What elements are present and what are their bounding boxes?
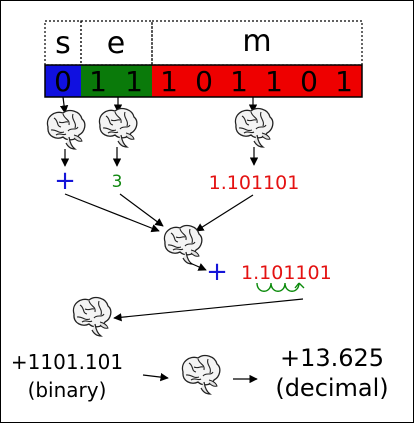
decoded-mantissa: 1.101101 [209,172,300,194]
exponent-bit-0: 1 [89,65,107,98]
mantissa-bits-cell [152,65,362,97]
exponent-letter: e [107,26,125,61]
combined-mantissa: 1.101101 [241,262,332,284]
mantissa-to-combiner-arrow [195,194,254,232]
combined-sign: + [206,257,228,287]
binary-caption: (binary) [28,378,107,402]
brain-icon [181,354,221,395]
decoded-sign: + [54,166,76,196]
mantissa-bit-1: 0 [195,65,213,98]
exponent-bits-cell [81,65,152,97]
brain-icon [163,224,203,265]
mantissa-letter: m [242,24,271,59]
mantissa-bit-2: 1 [230,65,248,98]
decimal-value: +13.625 [280,344,384,372]
exponent-bit-1: 1 [125,65,143,98]
brain-icon [98,107,138,148]
combined-mantissa-prefix: 1. [241,262,259,284]
decimal-caption: (decimal) [275,374,388,402]
sign-letter: s [55,26,71,61]
brain-icon [234,107,274,148]
brain-icon [46,109,86,150]
combiner-to-result-arrow [189,262,207,271]
exponent-to-combiner-arrow [119,193,164,227]
sign-to-combiner-arrow [64,193,160,233]
mantissa-bit-5: 1 [335,65,353,98]
sign-bit-0: 0 [54,65,72,98]
sign-to-brain-arrow [59,96,69,114]
sign-bit-cell [45,65,81,97]
shift-arrowhead-icon [294,282,305,289]
mantissa-bit-0: 1 [160,65,178,98]
brain-icon [72,296,112,337]
bit-bar-outline [44,64,363,98]
decoded-exponent: 3 [112,172,123,192]
binary-to-brain-arrow [142,372,169,382]
mantissa-header-box [151,20,363,66]
result-to-brain-arrow [113,298,304,322]
mantissa-bit-4: 0 [300,65,318,98]
combined-mantissa-suffix: 101101 [259,262,332,284]
binary-value: +1101.101 [11,350,123,374]
mantissa-bit-3: 1 [265,65,283,98]
shift-loops-icon [256,282,300,292]
